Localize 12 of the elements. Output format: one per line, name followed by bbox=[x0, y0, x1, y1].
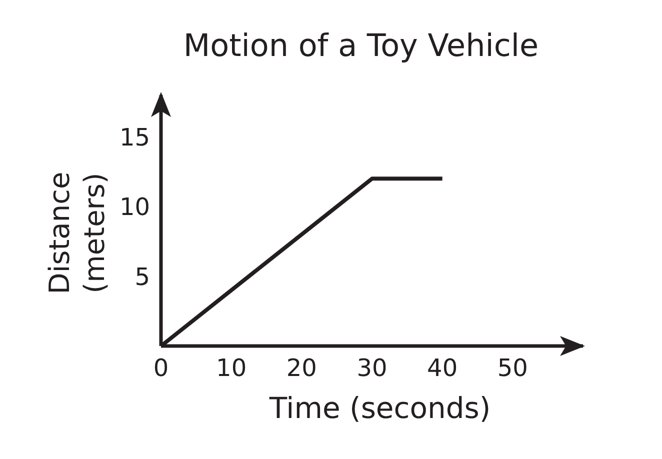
y-tick-label: 10 bbox=[119, 193, 150, 222]
y-tick-label: 15 bbox=[119, 123, 150, 152]
y-axis-title: Distance (meters) bbox=[42, 172, 112, 294]
x-tick-label: 20 bbox=[286, 354, 317, 382]
x-tick-label: 30 bbox=[356, 354, 388, 382]
chart-title: Motion of a Toy Vehicle bbox=[183, 28, 539, 64]
x-tick-label: 10 bbox=[216, 354, 247, 382]
x-tick-label: 50 bbox=[497, 354, 528, 382]
x-axis-title: Time (seconds) bbox=[269, 391, 491, 425]
y-tick-label: 5 bbox=[134, 262, 150, 291]
x-tick-label: 40 bbox=[427, 354, 458, 382]
x-tick-label: 0 bbox=[153, 354, 169, 382]
